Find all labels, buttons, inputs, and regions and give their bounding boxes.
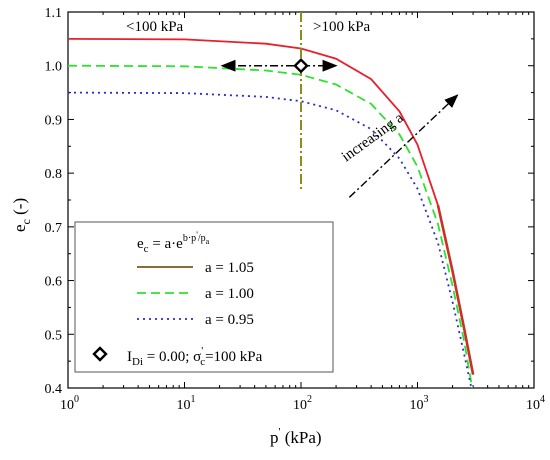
legend-title-e-sub: c [144, 243, 149, 255]
legend-marker-label: IDi = 0.00; σ' c=100 kPa [127, 345, 263, 368]
legend: ec = a·eb·p'/pa a = 1.05a = 1.00a = 0.95… [74, 221, 334, 373]
y-tick-label: 1.0 [45, 60, 63, 75]
y-tick-label: 0.6 [45, 275, 63, 290]
legend-title-exp-sub: a [206, 237, 210, 246]
y-tick-label: 0.5 [45, 328, 63, 343]
x-axis-ticks: 100 101 102 103 104 [60, 12, 545, 413]
y-axis-title-sub: c [19, 219, 33, 224]
legend-label-1: a = 1.00 [205, 286, 254, 302]
legend-label-0: a = 1.05 [205, 260, 254, 276]
region-label-left: <100 kPa [126, 19, 184, 35]
y-tick-label: 1.1 [45, 6, 63, 21]
increasing-arrow [348, 94, 459, 198]
legend-marker-sigma-sub: c [200, 356, 205, 368]
legend-title-exp-b: b·p [183, 233, 196, 244]
x-axis-title: p' (kPa) [270, 426, 322, 447]
x-tick-label: 104 [526, 394, 545, 413]
legend-label-2: a = 0.95 [205, 312, 254, 328]
legend-marker-rest: = 0.00; σ [143, 349, 201, 365]
x-axis-title-prime: ' [279, 426, 281, 438]
x-tick-label: 103 [410, 394, 429, 413]
series-line-0 [67, 38, 474, 375]
x-tick-label: 101 [177, 394, 196, 413]
x-tick-label: 102 [293, 394, 312, 413]
x-axis-title-main: p [270, 428, 279, 447]
trend-arrow-line [348, 94, 459, 198]
legend-marker-diamond [92, 346, 108, 362]
legend-marker-sigma-sup: ' [201, 345, 203, 357]
legend-title-e: e [137, 236, 144, 252]
legend-marker-di: Di [132, 356, 143, 368]
legend-marker-i: I [127, 349, 132, 365]
y-axis-title-main: e [10, 224, 29, 232]
legend-title-exp-slash: /p [198, 233, 206, 244]
legend-title: ec = a·eb·p'/pa [137, 230, 210, 255]
legend-box [74, 221, 334, 373]
legend-title-eq: = a·e [149, 236, 184, 252]
x-axis-title-unit: (kPa) [280, 428, 321, 447]
y-tick-label: 0.9 [45, 113, 63, 128]
x-tick-label: 100 [60, 394, 79, 413]
y-tick-label: 0.8 [45, 167, 63, 182]
y-tick-label: 0.4 [45, 382, 63, 397]
legend-items: a = 1.05 a = 1.00 a = 0.95 [92, 260, 254, 362]
marker-layer [293, 58, 309, 74]
y-axis-ticks: 0.4 0.5 0.6 0.7 0.8 0.9 1.0 1.1 [45, 6, 534, 397]
y-axis-title-unit: (-) [10, 198, 29, 219]
legend-title-exp-prime: ' [196, 230, 198, 240]
y-tick-label: 0.7 [45, 221, 63, 236]
marker-diamond [293, 58, 309, 74]
increasing-a-annotation: increasing a [339, 110, 407, 165]
legend-marker-tail: =100 kPa [205, 349, 263, 365]
y-axis-title: ec (-) [10, 198, 33, 232]
region-label-right: >100 kPa [313, 19, 371, 35]
